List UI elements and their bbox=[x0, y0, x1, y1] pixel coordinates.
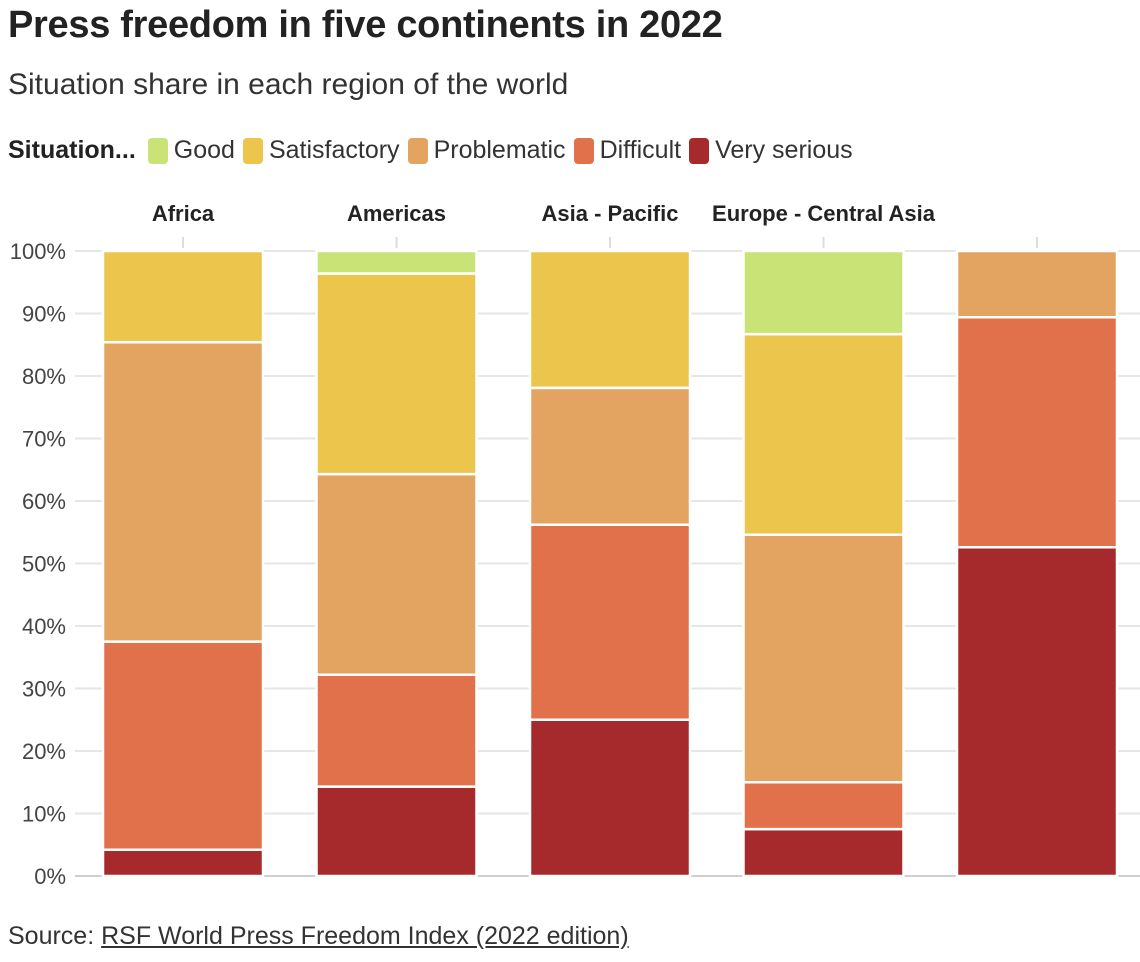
bar-segment bbox=[315, 673, 478, 788]
chart-subtitle: Situation share in each region of the wo… bbox=[8, 68, 569, 101]
legend-item-satisfactory[interactable]: Satisfactory bbox=[242, 136, 400, 165]
y-tick-label: 100% bbox=[10, 239, 66, 264]
category-label: Africa bbox=[152, 201, 215, 226]
legend-swatch-good bbox=[147, 137, 168, 164]
legend-label-very-serious: Very serious bbox=[715, 136, 853, 164]
category-label: Europe - Central Asia bbox=[712, 201, 936, 226]
y-tick-label: 70% bbox=[22, 427, 66, 452]
source-note: Source: RSF World Press Freedom Index (2… bbox=[8, 922, 629, 951]
bar-segment bbox=[528, 718, 692, 878]
bar-segment bbox=[101, 848, 265, 878]
bar-segment bbox=[742, 533, 905, 784]
bar-segment bbox=[742, 827, 905, 878]
source-link[interactable]: RSF World Press Freedom Index (2022 edit… bbox=[101, 922, 629, 950]
y-tick-label: 90% bbox=[22, 302, 66, 327]
category-label: Asia - Pacific bbox=[542, 201, 679, 226]
bar-segment bbox=[955, 249, 1119, 319]
legend-label-satisfactory: Satisfactory bbox=[268, 136, 400, 164]
legend-item-good[interactable]: Good bbox=[147, 136, 235, 165]
bar-segment bbox=[528, 523, 692, 721]
legend-swatch-problematic bbox=[407, 137, 428, 164]
y-tick-label: 0% bbox=[34, 864, 66, 889]
legend-swatch-very-serious bbox=[689, 137, 710, 164]
legend-item-problematic[interactable]: Problematic bbox=[407, 136, 566, 165]
bar-segment bbox=[315, 249, 478, 275]
bar-segment bbox=[955, 316, 1119, 549]
bar-segment bbox=[742, 249, 905, 336]
y-tick-label: 50% bbox=[22, 552, 66, 577]
y-tick-label: 60% bbox=[22, 489, 66, 514]
legend-label-problematic: Problematic bbox=[433, 136, 566, 164]
legend-swatch-difficult bbox=[573, 137, 594, 164]
stacked-bar-chart: 0% 10% 20% 30% 40% 50% 60% 70% 80% 90% 100% Africa A… bbox=[10, 201, 1140, 889]
y-tick-label: 40% bbox=[22, 614, 66, 639]
legend-label-difficult: Difficult bbox=[599, 136, 682, 164]
chart-title: Press freedom in five continents in 2022 bbox=[8, 4, 723, 46]
y-tick-label: 80% bbox=[22, 364, 66, 389]
source-prefix: Source: bbox=[8, 922, 102, 950]
bar-segment bbox=[528, 386, 692, 526]
bar-segment bbox=[742, 781, 905, 831]
legend-item-very-serious[interactable]: Very serious bbox=[689, 136, 853, 165]
bar-segment bbox=[101, 341, 265, 643]
y-tick-label: 20% bbox=[22, 739, 66, 764]
legend-swatch-satisfactory bbox=[242, 137, 263, 164]
bar-segment bbox=[315, 785, 478, 878]
bar-segment bbox=[955, 546, 1119, 878]
bar-segment bbox=[315, 472, 478, 676]
y-tick-label: 30% bbox=[22, 677, 66, 702]
legend-item-difficult[interactable]: Difficult bbox=[573, 136, 682, 165]
bar-segment bbox=[101, 640, 265, 851]
category-label: Americas bbox=[347, 201, 446, 226]
bar-segment bbox=[528, 249, 692, 390]
legend-label-good: Good bbox=[173, 136, 235, 164]
y-tick-label: 10% bbox=[22, 802, 66, 827]
legend-title: Situation... bbox=[8, 136, 136, 164]
bar-segment bbox=[315, 272, 478, 476]
bar-segment bbox=[101, 249, 265, 344]
bar-segment bbox=[742, 332, 905, 536]
legend: Situation... Good Satisfactory Problemat… bbox=[8, 136, 861, 165]
